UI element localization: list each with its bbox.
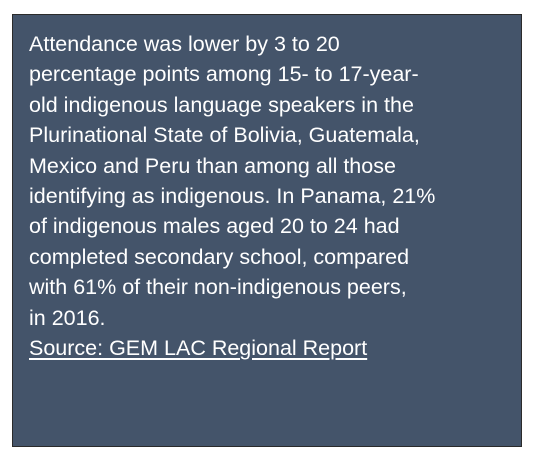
- callout-line: Plurinational State of Bolivia, Guatemal…: [29, 123, 420, 148]
- callout-line: of indigenous males aged 20 to 24 had: [29, 214, 400, 239]
- callout-line: percentage points among 15- to 17-year-: [29, 62, 419, 87]
- callout-line: completed secondary school, compared: [29, 244, 410, 269]
- callout-line: with 61% of their non-indigenous peers,: [29, 275, 407, 300]
- callout-line: identifying as indigenous. In Panama, 21…: [29, 184, 436, 209]
- callout-line: in 2016.: [29, 305, 106, 330]
- callout-text: Attendance was lower by 3 to 20 percenta…: [29, 29, 511, 363]
- callout-line: Attendance was lower by 3 to 20: [29, 32, 340, 56]
- callout-box: Attendance was lower by 3 to 20 percenta…: [12, 14, 522, 447]
- callout-line: Mexico and Peru than among all those: [29, 153, 396, 178]
- callout-line: old indigenous language speakers in the: [29, 92, 414, 117]
- source-link[interactable]: Source: GEM LAC Regional Report: [29, 336, 368, 361]
